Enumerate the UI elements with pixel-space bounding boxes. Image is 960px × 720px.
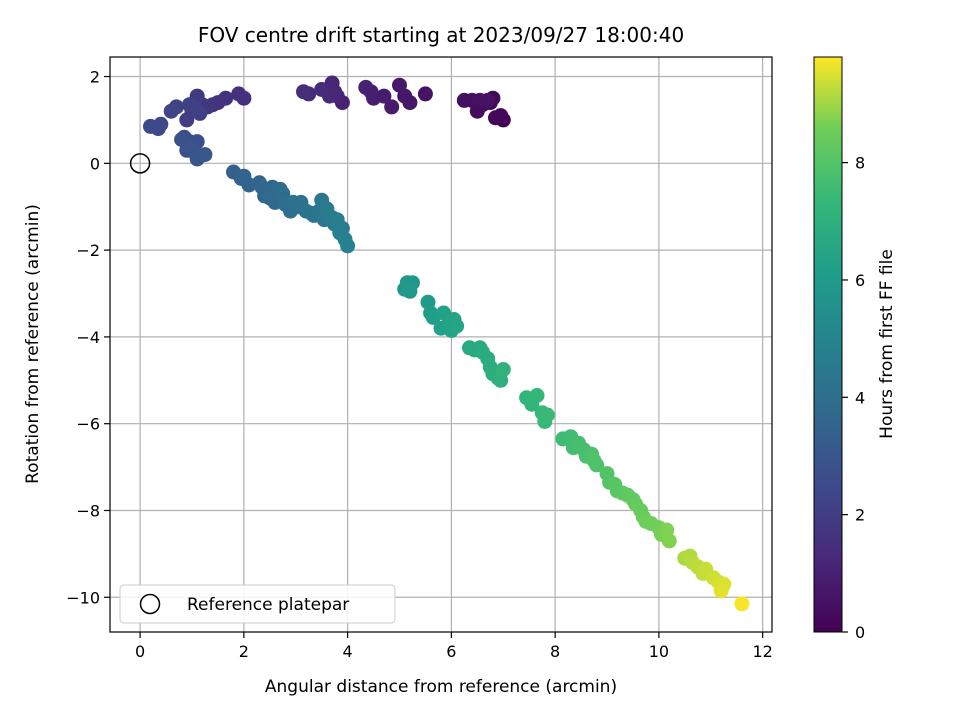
colorbar-label: Hours from first FF file	[877, 249, 897, 439]
y-tick-label: 2	[90, 68, 100, 87]
plot-frame	[109, 56, 773, 633]
data-point	[296, 84, 311, 100]
legend-box	[119, 584, 396, 624]
reference-marker	[129, 153, 151, 174]
y-tick-label: −6	[76, 415, 100, 434]
data-point	[231, 86, 247, 102]
colorbar-tick-label: 0	[855, 623, 865, 642]
data-point	[192, 105, 208, 121]
data-point	[495, 362, 511, 377]
y-tick-label: −2	[76, 241, 100, 260]
data-point	[480, 92, 496, 108]
data-point	[181, 97, 197, 113]
colorbar-tick-label: 2	[855, 506, 865, 525]
data-point	[529, 388, 545, 403]
y-tick-label: 0	[90, 154, 100, 173]
colorbar-ticks: 0 2 4 6 8	[842, 154, 865, 642]
x-tick-label: 0	[135, 642, 145, 661]
scatter-points	[143, 75, 750, 612]
x-axis-label: Angular distance from reference (arcmin)	[265, 677, 617, 697]
legend: Reference platepar	[119, 584, 396, 624]
x-tick-label: 2	[239, 642, 249, 661]
data-point	[539, 407, 555, 423]
data-point	[417, 86, 433, 102]
data-point	[384, 99, 400, 115]
colorbar-tick-label: 6	[855, 271, 865, 290]
grid-lines	[110, 57, 772, 632]
reference-marker-group	[129, 153, 151, 174]
data-point	[143, 118, 158, 134]
data-point	[734, 596, 750, 612]
data-point	[332, 225, 348, 241]
chart-title: FOV centre drift starting at 2023/09/27 …	[198, 23, 684, 47]
colorbar-tick-label: 4	[855, 388, 865, 407]
x-tick-label: 12	[752, 642, 772, 661]
x-tick-label: 10	[649, 642, 669, 661]
data-point	[340, 238, 356, 254]
data-point	[661, 533, 677, 549]
x-tick-label: 8	[550, 642, 560, 661]
data-point	[179, 112, 195, 128]
colorbar-tick-label: 8	[855, 154, 865, 173]
data-point	[197, 147, 213, 163]
data-point	[449, 318, 465, 334]
y-axis-label: Rotation from reference (arcmin)	[23, 204, 43, 484]
data-point	[456, 92, 472, 108]
data-point	[586, 453, 602, 469]
legend-label: Reference platepar	[187, 595, 349, 615]
x-tick-label: 6	[446, 642, 456, 661]
data-point	[402, 283, 418, 299]
x-tick-label: 4	[343, 642, 353, 661]
y-tick-label: −10	[66, 588, 100, 607]
x-axis-ticks: 0 2 4 6 8 10 12	[135, 632, 773, 661]
colorbar	[813, 56, 843, 633]
y-axis-ticks: −10 −8 −6 −4 −2 0 2	[66, 68, 110, 607]
y-tick-label: −8	[76, 501, 100, 520]
legend-reference-marker	[139, 593, 161, 615]
data-point	[163, 103, 179, 119]
data-point	[314, 82, 330, 97]
y-tick-label: −4	[76, 328, 100, 347]
data-point	[236, 168, 252, 184]
data-point	[713, 583, 729, 599]
data-point	[488, 110, 503, 126]
data-point	[392, 77, 407, 93]
data-point	[358, 79, 374, 95]
